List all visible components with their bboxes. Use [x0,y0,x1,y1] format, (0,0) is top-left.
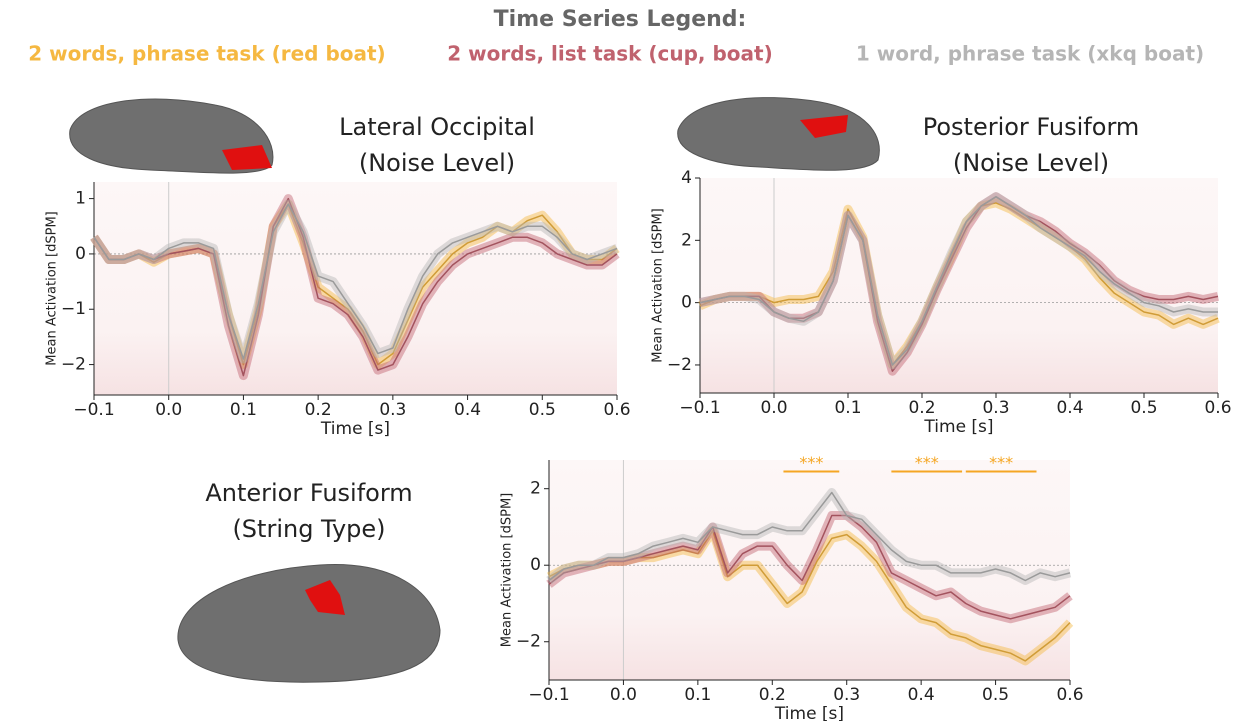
x-tick-label: 0.4 [908,685,935,705]
legend-item: 1 word, phrase task (xkq boat) [856,42,1204,66]
x-axis-label: Time [s] [923,417,993,437]
x-axis-label: Time [s] [774,704,844,721]
y-axis-label: Mean Activation [dSPM] [500,493,515,647]
significance-label: *** [799,453,823,472]
x-tick-label: 0.2 [759,685,786,705]
x-tick-label: 0.1 [230,400,257,420]
y-axis-label: Mean Activation [dSPM] [45,211,60,365]
y-tick-label: 1 [75,189,86,209]
brain [69,98,274,174]
y-tick-label: −1 [61,299,86,319]
x-tick-label: 0.1 [684,685,711,705]
x-tick-label: −0.1 [73,400,114,420]
x-tick-label: 0.5 [1130,398,1157,418]
plot-background [700,178,1218,393]
x-tick-label: 0.6 [1204,398,1231,418]
series-line [548,491,1071,582]
x-tick-label: 0.1 [834,398,861,418]
x-tick-label: 0.6 [1056,685,1083,705]
series-line [548,514,1071,620]
x-tick-label: 0.0 [155,400,182,420]
x-tick-label: 0.5 [529,400,556,420]
y-tick-label: 2 [681,230,692,250]
series-line [699,195,1218,366]
x-tick-label: 0.2 [305,400,332,420]
legend-title: Time Series Legend: [494,7,747,32]
y-tick-label: −2 [667,355,692,375]
y-tick-label: 0 [530,555,541,575]
plot-background [94,182,617,395]
x-tick-label: −0.1 [528,685,569,705]
plot-background [549,460,1070,680]
x-tick-label: 0.6 [603,400,630,420]
x-tick-label: 0.4 [1056,398,1083,418]
chart-title: Lateral Occipital [339,113,535,141]
chart-subtitle: (String Type) [232,515,385,543]
y-tick-label: 0 [681,293,692,313]
chart-title: Posterior Fusiform [923,113,1140,141]
legend-item: 2 words, list task (cup, boat) [447,42,772,66]
chart-title: Anterior Fusiform [205,479,412,507]
x-tick-label: 0.3 [379,400,406,420]
x-tick-label: 0.4 [454,400,481,420]
y-axis-label: Mean Activation [dSPM] [651,208,666,362]
y-tick-label: −2 [516,632,541,652]
x-axis-label: Time [s] [320,419,390,439]
chart-subtitle: (Noise Level) [953,149,1109,177]
y-tick-label: 0 [75,244,86,264]
legend-item: 2 words, phrase task (red boat) [28,42,385,66]
y-tick-label: 2 [530,479,541,499]
significance-label: *** [989,453,1013,472]
x-tick-label: 0.0 [760,398,787,418]
x-tick-label: 0.3 [982,398,1009,418]
y-tick-label: 4 [681,168,692,188]
x-tick-label: 0.2 [908,398,935,418]
x-tick-label: 0.5 [982,685,1009,705]
x-tick-label: 0.3 [833,685,860,705]
brain [177,563,441,683]
chart-subtitle: (Noise Level) [359,149,515,177]
brain [677,97,880,171]
series-line [93,197,618,377]
x-tick-label: −0.1 [679,398,720,418]
significance-label: *** [915,453,939,472]
y-tick-label: −2 [61,355,86,375]
series-line [93,203,618,360]
x-tick-label: 0.0 [610,685,637,705]
